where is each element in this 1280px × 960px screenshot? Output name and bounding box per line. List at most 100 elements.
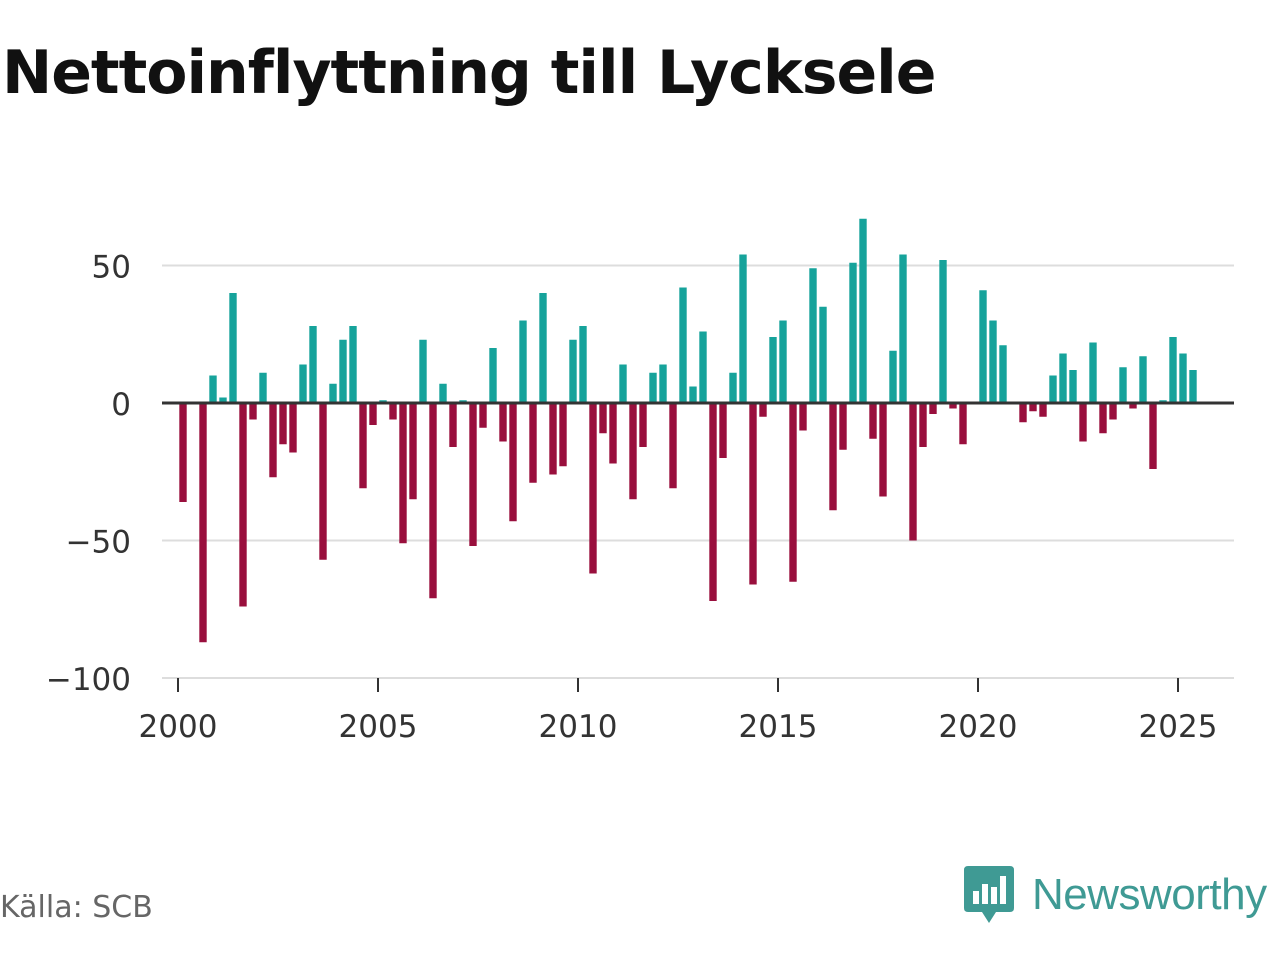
bar (929, 403, 937, 414)
bar (729, 372, 737, 403)
bar (879, 403, 887, 497)
newsworthy-logo-icon (964, 866, 1014, 923)
x-tick-label: 2000 (139, 709, 218, 745)
bar (1169, 337, 1177, 403)
bar (699, 331, 707, 403)
bar (809, 268, 817, 403)
bar (469, 403, 477, 546)
brand-logo: Newsworthy (964, 866, 1267, 924)
bar (1059, 353, 1067, 403)
bar (199, 403, 207, 643)
bar (759, 403, 767, 417)
bar (819, 306, 827, 403)
bar (579, 326, 587, 403)
bar (1069, 370, 1077, 403)
bar (289, 403, 297, 453)
bar (679, 287, 687, 403)
source-note: Källa: SCB (0, 890, 153, 925)
bar (519, 320, 527, 403)
bar (659, 364, 667, 403)
bar (439, 383, 447, 403)
bar (979, 290, 987, 403)
bar (599, 403, 607, 434)
bar (769, 337, 777, 403)
bar (719, 403, 727, 458)
bar (369, 403, 377, 425)
bar (669, 403, 677, 489)
bar (1129, 403, 1137, 409)
bar (1029, 403, 1037, 412)
bar (429, 403, 437, 599)
bar (1119, 367, 1127, 403)
bar (559, 403, 567, 467)
bar (939, 260, 947, 403)
bar (1109, 403, 1117, 420)
bar (419, 339, 427, 403)
bar (509, 403, 517, 522)
y-tick-label: −50 (66, 525, 131, 561)
chart-title: Nettoinflyttning till Lycksele (2, 38, 936, 108)
bar (539, 293, 547, 403)
bar (279, 403, 287, 445)
bar (339, 339, 347, 403)
bar (359, 403, 367, 489)
bar (549, 403, 557, 475)
bar (789, 403, 797, 582)
bar (349, 326, 357, 403)
bar (249, 403, 257, 420)
bar (989, 320, 997, 403)
bar (1049, 375, 1057, 403)
y-tick-label: −100 (46, 662, 131, 698)
bar (639, 403, 647, 447)
bar (999, 345, 1007, 403)
bar (779, 320, 787, 403)
bar (489, 348, 497, 403)
bar (909, 403, 917, 541)
bar (829, 403, 837, 511)
bar (839, 403, 847, 450)
bar (1139, 356, 1147, 403)
bar (409, 403, 417, 500)
bar (1099, 403, 1107, 434)
bar (919, 403, 927, 447)
x-tick-label: 2015 (739, 709, 818, 745)
bar (219, 397, 227, 403)
bar (1079, 403, 1087, 442)
bar (299, 364, 307, 403)
bar (949, 403, 957, 409)
bar (1019, 403, 1027, 423)
bar (589, 403, 597, 574)
bar (209, 375, 217, 403)
bar (319, 403, 327, 560)
bar (479, 403, 487, 428)
brand-name: Newsworthy (1032, 870, 1267, 919)
y-tick-label: 0 (111, 387, 131, 423)
x-tick-label: 2020 (939, 709, 1018, 745)
x-tick-label: 2005 (339, 709, 418, 745)
bar (959, 403, 967, 445)
bar (529, 403, 537, 483)
bar (859, 218, 867, 403)
bar (739, 254, 747, 403)
bar (329, 383, 337, 403)
bar (1089, 342, 1097, 403)
bar (899, 254, 907, 403)
bar (389, 403, 397, 420)
bar (259, 372, 267, 403)
bar (309, 326, 317, 403)
bar (619, 364, 627, 403)
bar (749, 403, 757, 585)
bar (1189, 370, 1197, 403)
bar (449, 403, 457, 447)
bar (229, 293, 237, 403)
bar (399, 403, 407, 544)
bar (709, 403, 717, 601)
bar (869, 403, 877, 439)
bar (269, 403, 277, 478)
bar (569, 339, 577, 403)
bar (629, 403, 637, 500)
x-tick-label: 2010 (539, 709, 618, 745)
gridlines (162, 264, 1234, 679)
